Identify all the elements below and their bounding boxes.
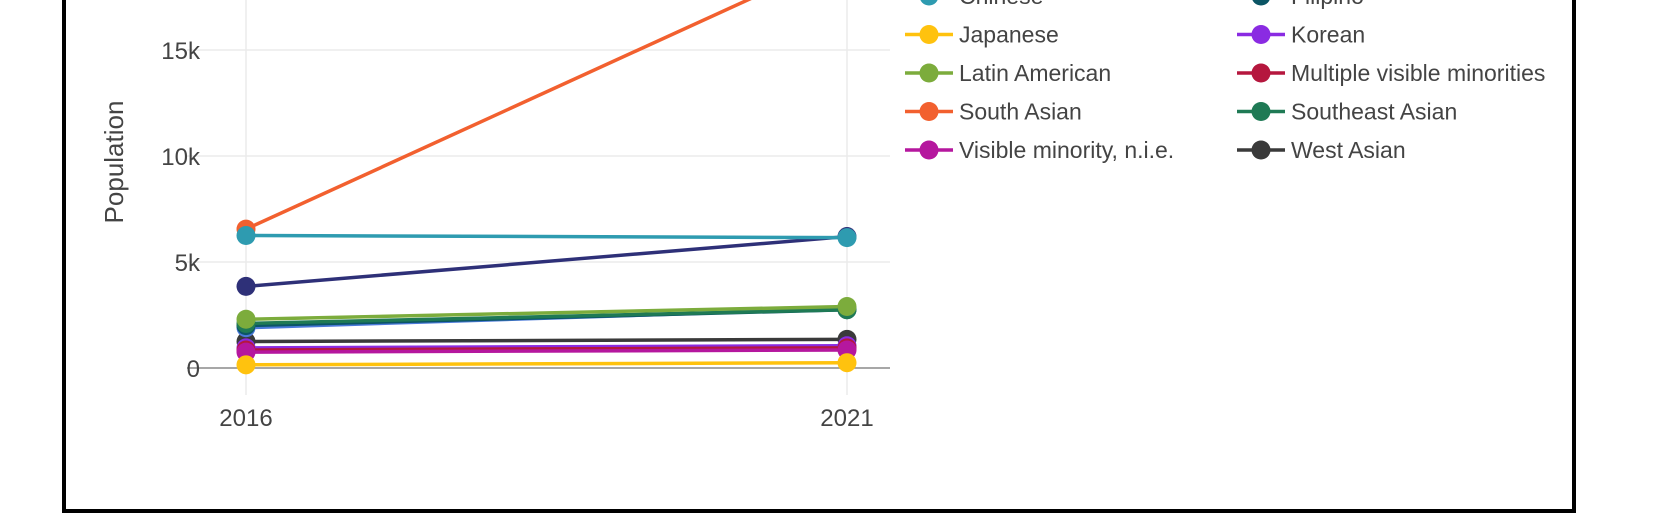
legend-label: Filipino — [1291, 0, 1364, 9]
legend-item[interactable]: Korean — [1237, 22, 1365, 48]
gridlines — [187, 0, 890, 395]
legend-swatch-marker — [1251, 140, 1271, 160]
series-line — [245, 304, 848, 321]
data-point — [837, 228, 857, 248]
legend-item[interactable]: South Asian — [905, 99, 1082, 125]
legend-label: Japanese — [959, 22, 1059, 48]
legend-item[interactable]: Multiple visible minorities — [1237, 60, 1545, 86]
series-line — [245, 337, 848, 344]
y-tick-label: 5k — [175, 250, 201, 277]
legend-item[interactable]: Japanese — [905, 22, 1059, 48]
legend-label: Multiple visible minorities — [1291, 60, 1545, 86]
legend-item[interactable]: Southeast Asian — [1237, 99, 1457, 125]
legend-swatch-marker — [919, 140, 939, 160]
series-line — [245, 233, 848, 240]
x-tick-label: 2016 — [219, 405, 272, 432]
legend-swatch-marker — [919, 25, 939, 44]
y-tick-label: 0 — [187, 356, 200, 383]
y-axis-ticks: 0 5k 10k 15k — [161, 38, 201, 383]
legend-label: Visible minority, n.i.e. — [959, 137, 1174, 163]
x-axis-ticks: 2016 2021 — [219, 405, 873, 432]
legend-item[interactable]: Latin American — [905, 60, 1111, 86]
series-line — [245, 307, 848, 326]
legend-item[interactable]: Filipino — [1237, 0, 1364, 9]
series-line — [245, 343, 848, 350]
series-line — [245, 234, 848, 289]
y-axis-title: Population — [99, 101, 129, 224]
legend-item[interactable]: Chinese — [905, 0, 1043, 9]
legend-item[interactable]: West Asian — [1237, 137, 1406, 163]
data-point — [236, 276, 256, 296]
x-tick-label: 2021 — [820, 405, 873, 432]
series-line — [245, 346, 848, 352]
legend-label: Chinese — [959, 0, 1043, 9]
data-point — [236, 355, 256, 375]
series-points — [236, 219, 857, 375]
legend-swatch-marker — [919, 102, 939, 121]
data-point — [837, 353, 857, 373]
series-line — [245, 360, 848, 367]
legend-swatch-marker — [1251, 102, 1271, 121]
legend-swatch-marker — [1251, 25, 1271, 44]
data-point — [236, 226, 256, 245]
series-lines — [245, 0, 848, 367]
legend-item[interactable]: Visible minority, n.i.e. — [905, 137, 1174, 163]
series-line — [245, 348, 848, 354]
legend-swatch-marker — [919, 63, 939, 83]
legend-swatch-marker — [1251, 63, 1271, 83]
legend-label: Latin American — [959, 60, 1111, 86]
legend-label: South Asian — [959, 99, 1082, 125]
legend-label: West Asian — [1291, 137, 1406, 163]
legend-swatch-marker — [1252, 0, 1270, 6]
chart-frame — [62, 0, 1576, 513]
data-point — [837, 297, 857, 317]
y-tick-label: 10k — [161, 144, 201, 171]
legend-swatch-marker — [920, 0, 938, 6]
y-tick-label: 15k — [161, 38, 201, 65]
data-point — [236, 309, 256, 329]
legend-label: Korean — [1291, 22, 1365, 48]
series-line — [245, 0, 752, 231]
legend[interactable]: Chinese Filipino Japanese Korean Latin Ameri… — [905, 0, 1545, 163]
legend-label: Southeast Asian — [1291, 99, 1457, 125]
